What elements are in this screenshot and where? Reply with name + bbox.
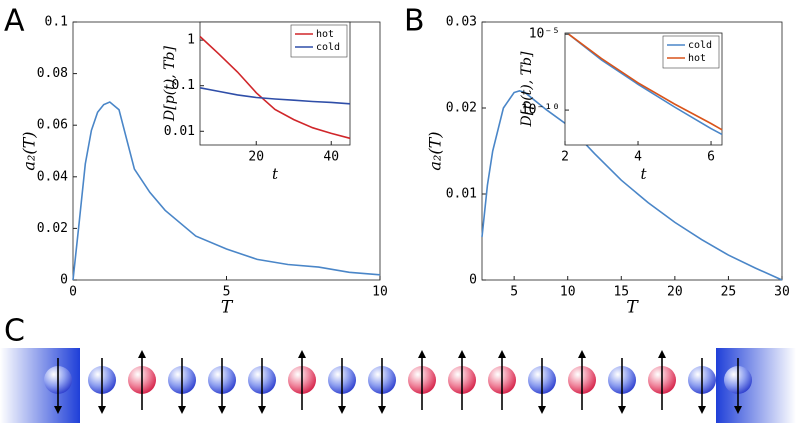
legend-label: hot — [316, 29, 334, 40]
y-tick-label: 1 — [187, 33, 195, 48]
x-axis-label: T — [626, 298, 639, 318]
legend — [290, 24, 348, 58]
legend-label: cold — [688, 40, 712, 51]
legend — [662, 35, 720, 69]
legend-label: cold — [316, 42, 340, 53]
x-tick-label: 20 — [667, 285, 683, 300]
y-tick-label: 0.02 — [446, 101, 477, 116]
x-tick-label: 6 — [707, 150, 715, 165]
y-tick-label: 0.04 — [37, 169, 68, 184]
x-axis-label: t — [640, 165, 647, 183]
series-line — [199, 87, 351, 105]
x-tick-label: 15 — [613, 285, 629, 300]
y-axis-label: a₂(T) — [426, 131, 445, 170]
x-tick-label: 10 — [560, 285, 576, 300]
y-tick-label: 0.01 — [164, 124, 195, 139]
y-tick-label: 0.02 — [37, 221, 68, 236]
x-tick-label: 20 — [248, 150, 264, 165]
x-tick-label: 10 — [372, 285, 388, 300]
x-tick-label: 4 — [634, 150, 642, 165]
y-tick-label: 0.01 — [446, 187, 477, 202]
y-tick-label: 0.08 — [37, 66, 68, 81]
x-tick-label: 30 — [774, 285, 790, 300]
series-line — [481, 89, 783, 281]
series-line — [568, 33, 723, 136]
y-axis-label: D[p(t), Tb] — [162, 46, 178, 122]
x-tick-label: 2 — [561, 150, 569, 165]
x-axis-label: t — [272, 165, 279, 183]
x-axis-label: T — [221, 298, 234, 318]
y-axis-label: a₂(T) — [20, 131, 39, 170]
x-tick-label: 0 — [69, 285, 77, 300]
series-line — [568, 33, 723, 131]
y-axis-label: D[p(t), Tb] — [519, 51, 535, 127]
y-tick-label: 10⁻¹⁰ — [521, 103, 560, 118]
y-tick-label: 0.06 — [37, 118, 68, 133]
x-tick-label: 5 — [223, 285, 231, 300]
series-line — [199, 35, 351, 140]
panel-label: A — [4, 4, 25, 39]
y-tick-label: 0.03 — [446, 15, 477, 30]
x-tick-label: 25 — [721, 285, 737, 300]
x-tick-label: 40 — [323, 150, 339, 165]
legend-label: hot — [688, 53, 706, 64]
panel-label: C — [4, 314, 25, 349]
y-tick-label: 0 — [60, 273, 68, 288]
y-tick-label: 10⁻⁵ — [529, 27, 560, 42]
panel-label: B — [404, 4, 425, 39]
x-tick-label: 5 — [510, 285, 518, 300]
y-tick-label: 0.1 — [172, 78, 195, 93]
series-line — [72, 101, 381, 281]
y-tick-label: 0.1 — [45, 15, 68, 30]
y-tick-label: 0 — [469, 273, 477, 288]
